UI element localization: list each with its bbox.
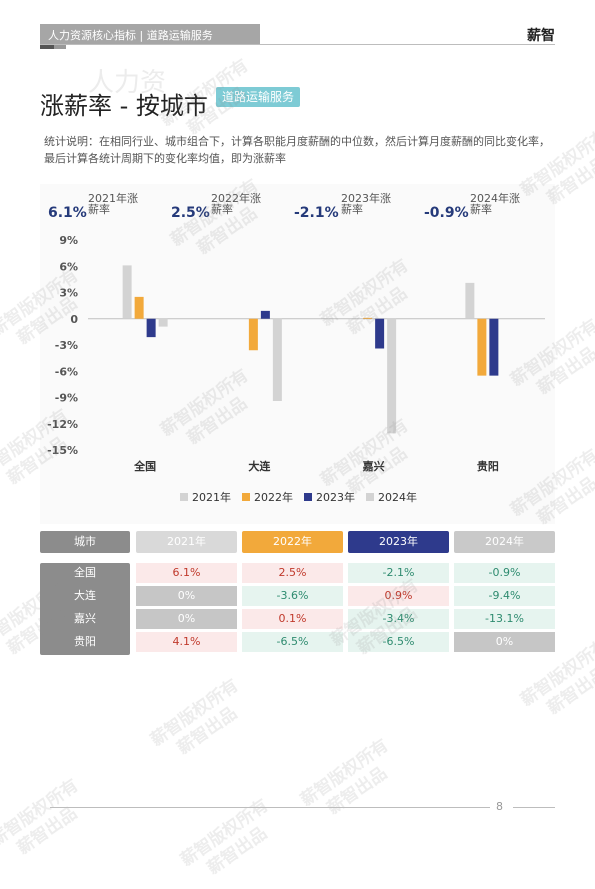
stat-2024: -0.9% bbox=[424, 202, 469, 221]
background-word: 人力资 bbox=[88, 68, 167, 98]
legend-swatch bbox=[304, 493, 312, 501]
table-header-cell: 2024年 bbox=[454, 531, 555, 553]
bar-2022-2 bbox=[363, 317, 373, 319]
legend-swatch bbox=[180, 493, 188, 501]
table-value-cell: 6.1% bbox=[136, 563, 237, 583]
bar-2022-0 bbox=[134, 296, 144, 319]
table-value-cell: -2.1% bbox=[348, 563, 449, 583]
table-value-cell: -9.4% bbox=[454, 586, 555, 606]
brand-logo: 薪智 bbox=[527, 28, 555, 44]
bar-2022-3 bbox=[477, 318, 487, 376]
stat-value: 6.1% bbox=[48, 205, 87, 221]
bar-2024-2 bbox=[387, 318, 397, 434]
table-city-cell: 贵阳 bbox=[74, 635, 96, 648]
watermark: 薪智版权所有 薪智出品 bbox=[177, 795, 286, 889]
bar-chart: 9% 6% 3% 0 -3% -6% -9% -12% -15% 全国 大连 嘉兴 贵阳 2021年 202… bbox=[47, 234, 545, 504]
stats-description: 统计说明：在相同行业、城市组合下，计算各职能月度薪酬的中位数，然后计算月度薪酬的… bbox=[44, 135, 550, 165]
industry-tag: 道路运输服务 bbox=[216, 87, 301, 107]
bar-2024-1 bbox=[272, 318, 282, 401]
legend-swatch bbox=[242, 493, 250, 501]
category-label: 大连 bbox=[248, 459, 271, 473]
table-value-cell: 0% bbox=[136, 586, 237, 606]
stat-label: 2023年涨薪率 bbox=[341, 192, 391, 216]
bar-2023-2 bbox=[375, 318, 385, 349]
legend-swatch bbox=[366, 493, 374, 501]
stat-2021: 6.1% bbox=[48, 202, 87, 221]
table-value-cell: -6.5% bbox=[348, 632, 449, 652]
y-tick-label: 0 bbox=[70, 313, 78, 326]
watermark: 薪智版权所有 薪智出品 bbox=[297, 735, 406, 830]
table-value-cell: -6.5% bbox=[242, 632, 343, 652]
stat-value: 2.5% bbox=[171, 205, 210, 221]
table-value-cell: -13.1% bbox=[454, 609, 555, 629]
header-bar bbox=[40, 24, 260, 44]
stat-2023: -2.1% bbox=[294, 202, 339, 221]
table-city-cell: 全国 bbox=[74, 566, 96, 579]
category-label: 全国 bbox=[133, 459, 156, 473]
legend-label: 2021年 bbox=[192, 490, 231, 504]
bar-2021-0 bbox=[122, 265, 132, 319]
category-label: 贵阳 bbox=[477, 459, 499, 473]
city-column bbox=[40, 563, 130, 655]
y-tick-label: 6% bbox=[59, 260, 78, 273]
stat-label: 2022年涨薪率 bbox=[211, 192, 261, 216]
watermark: 薪智版权所有 薪智出品 bbox=[147, 675, 256, 770]
y-tick-label: -15% bbox=[47, 444, 78, 457]
table-value-cell: 0% bbox=[136, 609, 237, 629]
bar-2021-3 bbox=[465, 282, 475, 319]
stat-2022: 2.5% bbox=[171, 202, 210, 221]
table-value-cell: 0.1% bbox=[242, 609, 343, 629]
table-city-cell: 大连 bbox=[74, 589, 96, 602]
footer-rule-right bbox=[513, 807, 555, 808]
legend-label: 2024年 bbox=[378, 490, 417, 504]
data-table: 城市 2021年 2022年 2023年 2024年全国 6.1% 2.5% -2.1% -0.… bbox=[40, 531, 555, 661]
table-city-cell: 嘉兴 bbox=[74, 612, 96, 625]
footer-rule bbox=[50, 807, 490, 808]
header-accent-light bbox=[54, 45, 66, 49]
header-rule bbox=[40, 44, 555, 45]
table-value-cell: -3.6% bbox=[242, 586, 343, 606]
page-title: 涨薪率 - 按城市 bbox=[40, 92, 208, 120]
y-tick-label: -9% bbox=[55, 392, 78, 405]
watermark: 薪智版权所有 薪智出品 bbox=[0, 775, 95, 870]
page-number: 8 bbox=[496, 800, 503, 813]
table-value-cell: 4.1% bbox=[136, 632, 237, 652]
table-value-cell: -0.9% bbox=[454, 563, 555, 583]
table-value-cell: 0.9% bbox=[348, 586, 449, 606]
category-label: 嘉兴 bbox=[362, 459, 385, 473]
y-tick-label: 3% bbox=[59, 287, 78, 300]
bar-2023-3 bbox=[489, 318, 499, 376]
table-value-cell: -3.4% bbox=[348, 609, 449, 629]
table-value-cell: 2.5% bbox=[242, 563, 343, 583]
stat-label: 2021年涨薪率 bbox=[88, 192, 138, 216]
bar-2022-1 bbox=[248, 318, 258, 351]
bar-2023-0 bbox=[146, 318, 156, 338]
table-header-cell: 城市 bbox=[40, 531, 130, 553]
y-tick-label: -3% bbox=[55, 339, 78, 352]
table-header-cell: 2023年 bbox=[348, 531, 449, 553]
legend-label: 2022年 bbox=[254, 490, 293, 504]
bar-2023-1 bbox=[260, 310, 270, 319]
y-tick-label: 9% bbox=[59, 234, 78, 247]
stat-value: -2.1% bbox=[294, 205, 339, 221]
stat-label: 2024年涨薪率 bbox=[470, 192, 520, 216]
chart-panel: 6.1% 2021年涨薪率 2.5% 2022年涨薪率 -2.1% 2023年涨… bbox=[40, 184, 555, 524]
header-accent-dark bbox=[40, 45, 54, 49]
table-header-cell: 2022年 bbox=[242, 531, 343, 553]
bar-2024-0 bbox=[158, 318, 168, 327]
y-tick-label: -12% bbox=[47, 418, 78, 431]
table-value-cell: 0% bbox=[454, 632, 555, 652]
table-header-cell: 2021年 bbox=[136, 531, 237, 553]
y-tick-label: -6% bbox=[55, 365, 78, 378]
stat-value: -0.9% bbox=[424, 205, 469, 221]
header-title: 人力资源核心指标 | 道路运输服务 bbox=[48, 29, 213, 42]
legend-label: 2023年 bbox=[316, 490, 355, 504]
